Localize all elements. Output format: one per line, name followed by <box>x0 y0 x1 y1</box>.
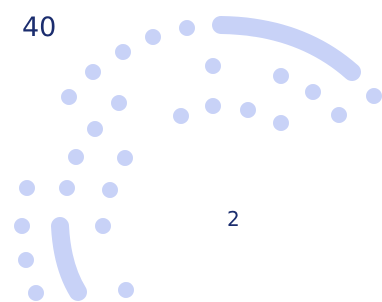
dot <box>59 180 75 196</box>
dot <box>68 149 84 165</box>
dot <box>179 20 195 36</box>
dot <box>19 180 35 196</box>
page: 40 2 (() => { const data = JSON.parse(do… <box>0 0 382 302</box>
dot <box>145 29 161 45</box>
dot <box>240 102 256 118</box>
dot <box>102 182 118 198</box>
dot <box>273 115 289 131</box>
dot <box>273 68 289 84</box>
screen: 40 2 <box>0 0 382 302</box>
dot <box>111 95 127 111</box>
label-text: 2 <box>227 207 240 231</box>
dot <box>18 252 34 268</box>
dot <box>28 285 44 301</box>
dot <box>173 108 189 124</box>
dot <box>117 150 133 166</box>
dot <box>14 218 30 234</box>
dot <box>205 98 221 114</box>
dot <box>85 64 101 80</box>
dot <box>95 218 111 234</box>
dot <box>205 58 221 74</box>
dot <box>115 44 131 60</box>
dot <box>331 107 347 123</box>
dot <box>87 121 103 137</box>
dot <box>366 88 382 104</box>
dot <box>118 282 134 298</box>
decoration <box>14 20 382 301</box>
arc <box>60 226 78 292</box>
dot <box>305 84 321 100</box>
arc <box>221 25 352 72</box>
dot <box>61 89 77 105</box>
value-text: 40 <box>22 12 56 43</box>
